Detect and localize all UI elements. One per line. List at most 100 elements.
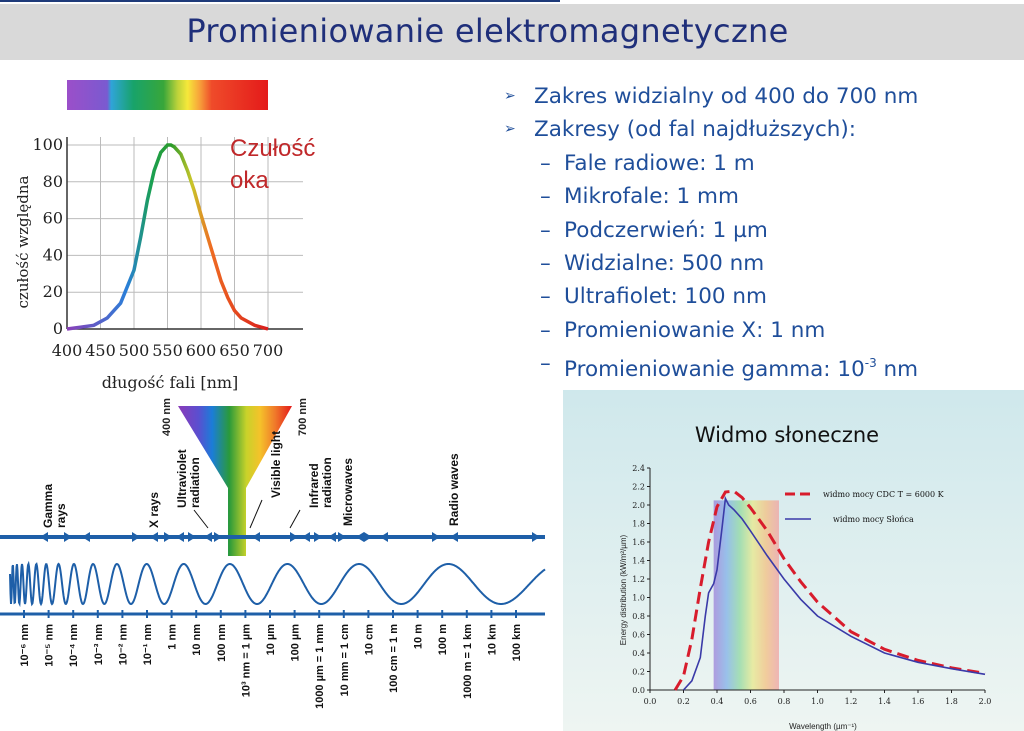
bullet-text: Promieniowanie gamma: 10	[564, 357, 865, 383]
bullet-text: Promieniowanie X: 1 nm	[564, 317, 826, 343]
bullet-item-gamma: – Promieniowanie gamma: 10-3 nm	[500, 347, 918, 386]
x-tick-label: 0.2	[677, 697, 690, 706]
bullet-text: Widzialne: 500 nm	[564, 251, 765, 277]
arrow-right-icon	[314, 532, 322, 542]
chart-grid	[66, 137, 303, 330]
y-tick-label: 1.2	[632, 575, 645, 584]
y-tick-label: 80	[43, 172, 63, 191]
wave-graphic	[9, 560, 546, 608]
legend-label-sun: widmo mocy Słońca	[833, 515, 914, 524]
scale-label: 10 km	[486, 624, 498, 655]
band-label: Microwaves	[341, 458, 355, 526]
x-tick-label: 450	[85, 341, 116, 360]
x-tick-label: 1.0	[811, 697, 824, 706]
band-label: Radio waves	[447, 453, 461, 526]
scale-label: 100 km	[511, 624, 523, 662]
x-tick-label: 700	[253, 341, 284, 360]
x-tick-label: 550	[152, 341, 183, 360]
arrow-right-icon	[164, 532, 172, 542]
scale-label: 100 nm	[216, 624, 228, 662]
y-tick-label: 40	[43, 245, 63, 264]
x-tick-label: 0.6	[744, 697, 757, 706]
solar-y-axis-label: Energy distribution (kW/m²/µm)	[619, 534, 628, 645]
scale-label: 10³ nm = 1 µm	[240, 624, 252, 698]
x-tick-label: 400	[52, 341, 83, 360]
band-labels: Gammarays X rays Ultravioletradiation Visib…	[41, 431, 461, 529]
arrow-bullet-icon: ➢	[504, 121, 516, 138]
bullet-item: – Ultrafiolet: 100 nm	[500, 280, 918, 313]
arrow-right-icon	[214, 532, 222, 542]
dash-bullet-icon: –	[540, 351, 551, 377]
y-tick-label: 2.0	[632, 501, 645, 510]
x-tick-label: 1.4	[878, 697, 891, 706]
series-line-sun	[682, 495, 986, 691]
visible-band	[713, 500, 779, 690]
bullet-text: Podczerwień: 1 µm	[564, 217, 768, 243]
bullet-list: ➢ Zakres widzialny od 400 do 700 nm ➢ Zakre…	[500, 80, 918, 387]
eye-sensitivity-chart: 400 450 500 550 600 650 700 0 20 40 60 80 100 Czuło…	[14, 80, 315, 392]
band-label: Ultravioletradiation	[175, 449, 202, 508]
solar-chart-title: Widmo słoneczne	[695, 423, 879, 447]
solar-x-axis-label: Wavelength (µm⁻¹)	[789, 722, 857, 731]
bullet-text: Fale radiowe: 1 m	[564, 150, 755, 176]
arrow-right-icon	[132, 532, 140, 542]
dash-bullet-icon: –	[540, 217, 551, 243]
arrow-left-icon	[82, 532, 90, 542]
arrow-left-icon	[252, 532, 260, 542]
bullet-text: Zakresy (od fal najdłuższych):	[534, 117, 857, 143]
bullet-item: – Fale radiowe: 1 m	[500, 147, 918, 180]
top-accent-bar	[0, 0, 560, 2]
eye-annotation-line1: Czułość	[230, 135, 315, 162]
y-tick-label: 1.4	[632, 557, 645, 566]
bullet-item: ➢ Zakresy (od fal najdłuższych):	[500, 113, 918, 146]
scale-label: 10⁻² nm	[117, 624, 129, 665]
scale-label: 1000 µm = 1 mm	[314, 624, 326, 709]
arrow-right-icon	[532, 532, 540, 542]
scale-label: 10 cm	[363, 624, 375, 655]
arrow-left-icon	[380, 532, 388, 542]
arrow-right-icon	[64, 532, 72, 542]
scale-label: 10 m	[413, 624, 425, 649]
arrow-left-icon	[204, 532, 212, 542]
arrow-left-icon	[40, 532, 48, 542]
band-label: Gammarays	[41, 484, 68, 528]
scale-label: 1 nm	[167, 624, 179, 650]
scale-label: 10⁻³ nm	[93, 624, 105, 665]
bullet-item: – Mikrofale: 1 mm	[500, 180, 918, 213]
scale-label: 10⁻⁵ nm	[44, 624, 56, 667]
x-tick-label: 650	[219, 341, 250, 360]
pointer-line	[289, 509, 301, 529]
arrow-left-icon	[328, 532, 336, 542]
dash-bullet-icon: –	[540, 184, 551, 210]
y-tick-label: 2.2	[632, 483, 645, 492]
bullet-text: Zakres widzialny od 400 do 700 nm	[534, 84, 919, 109]
bullet-item: – Promieniowanie X: 1 nm	[500, 314, 918, 347]
y-tick-label: 0	[53, 319, 63, 338]
y-tick-label: 0.8	[632, 612, 645, 621]
chart-background	[563, 390, 1024, 731]
bullet-text: Mikrofale: 1 mm	[564, 184, 739, 210]
solar-spectrum-chart: Widmo słoneczne 0.0 0.2 0.4 0.6 0.8 1.0 1.2 1.4…	[563, 390, 1024, 731]
arrow-bullet-icon: ➢	[504, 88, 516, 104]
bullet-item: – Widzialne: 500 nm	[500, 247, 918, 280]
eye-annotation-line2: oka	[230, 167, 269, 194]
arrow-right-icon	[188, 532, 196, 542]
y-tick-label: 60	[43, 209, 63, 228]
arrow-right-icon	[364, 532, 372, 542]
y-tick-label: 1.8	[632, 520, 645, 529]
visible-spectrum-strip	[67, 80, 268, 110]
eye-x-axis-label: długość fali [nm]	[102, 373, 239, 392]
scale-label: 100 µm	[290, 624, 302, 662]
y-tick-label: 100	[32, 135, 63, 154]
x-tick-label: 1.6	[912, 697, 925, 706]
scale-labels: 10⁻⁶ nm 10⁻⁵ nm 10⁻⁴ nm 10⁻³ nm 10⁻² nm 10⁻¹ …	[19, 610, 523, 709]
y-tick-labels: 0 20 40 60 80 100	[32, 135, 63, 338]
arrow-left-icon	[176, 532, 184, 542]
bullet-text: Ultrafiolet: 100 nm	[564, 284, 768, 310]
dash-bullet-icon: –	[540, 251, 551, 277]
pointer-line	[249, 499, 263, 529]
funnel-label-700: 700 nm	[297, 398, 309, 436]
scale-label: 100 cm = 1 m	[388, 624, 400, 693]
scale-label: 10⁻⁶ nm	[19, 624, 31, 667]
arrow-right-icon	[290, 532, 298, 542]
